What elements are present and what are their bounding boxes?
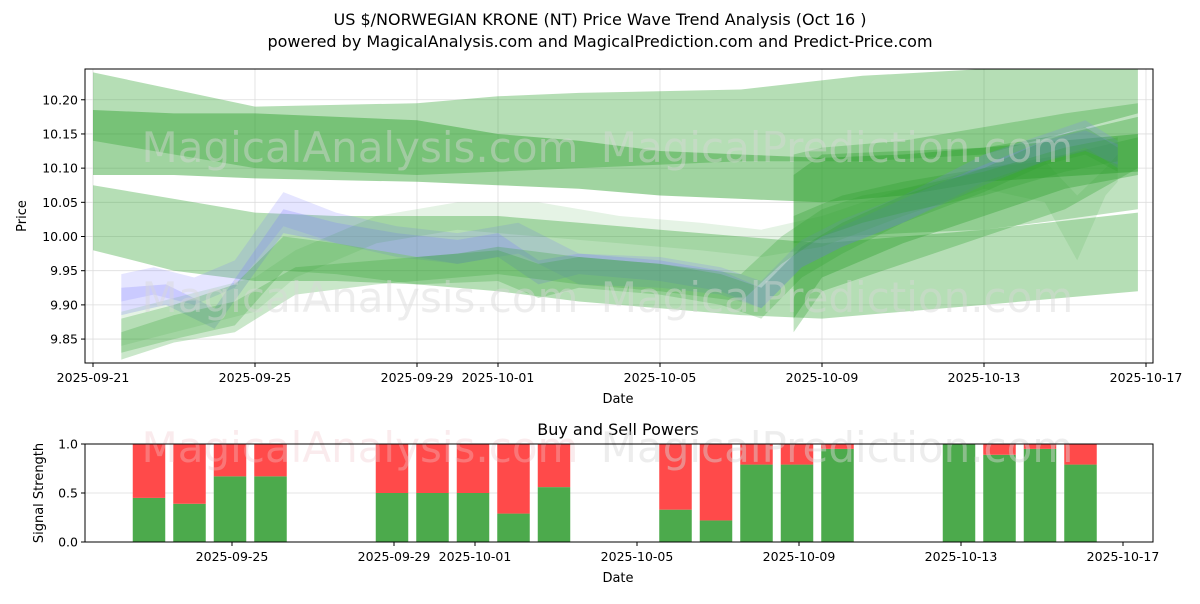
price-x-tick-label: 2025-10-09	[786, 370, 859, 385]
price-y-tick-label: 10.20	[42, 92, 78, 107]
wave-band-6	[793, 137, 1138, 244]
sell-bar	[983, 444, 1016, 455]
buy-bar	[416, 493, 449, 542]
sell-bar	[699, 444, 733, 521]
signal-y-axis-label: Signal Strength	[32, 443, 47, 543]
watermark-prediction-mid: MagicalPrediction.com	[601, 273, 1074, 322]
buy-bar	[537, 487, 571, 542]
buy-bar	[1064, 464, 1097, 542]
price-y-axis-label: Price	[15, 200, 30, 232]
signal-chart-title: Buy and Sell Powers	[537, 420, 699, 439]
wave-band-3	[93, 185, 1138, 319]
price-y-tick-label: 10.05	[42, 195, 78, 210]
buy-bar	[456, 493, 490, 542]
price-y-tick-label: 9.85	[50, 332, 78, 347]
signal-x-tick-label: 2025-10-05	[601, 549, 674, 564]
sell-bar	[821, 444, 854, 449]
buy-bar	[1023, 448, 1057, 542]
signal-y-tick-label: 0.5	[58, 486, 78, 501]
buy-bar	[780, 464, 814, 542]
price-x-tick-label: 2025-10-17	[1110, 370, 1183, 385]
signal-y-tick-label: 1.0	[58, 437, 78, 452]
sell-bar	[537, 444, 571, 488]
buy-bar	[254, 476, 287, 542]
signal-x-tick-label: 2025-10-01	[439, 549, 512, 564]
buy-bar	[659, 509, 692, 542]
buy-bar	[699, 520, 733, 542]
sell-bar	[740, 444, 773, 465]
sell-bar	[1023, 444, 1057, 449]
price-y-tick-label: 10.10	[42, 161, 78, 176]
buy-bar	[173, 503, 206, 542]
sell-bar	[213, 444, 247, 477]
sell-bar	[456, 444, 490, 493]
signal-x-tick-label: 2025-10-13	[925, 549, 998, 564]
buy-bar	[740, 464, 773, 542]
price-grid	[85, 69, 1153, 363]
signal-chart: Buy and Sell Powers MagicalAnalysis.com …	[32, 420, 1159, 586]
watermark-analysis-top: MagicalAnalysis.com	[142, 123, 579, 172]
sell-bar	[375, 444, 409, 493]
chart-subtitle: powered by MagicalAnalysis.com and Magic…	[267, 32, 932, 51]
signal-x-tick-label: 2025-10-09	[763, 549, 836, 564]
price-axes-frame	[84, 68, 1154, 364]
price-x-tick-label: 2025-09-21	[57, 370, 130, 385]
price-band-blue-1	[121, 120, 1118, 309]
sell-bar	[132, 444, 166, 498]
wave-band-4	[793, 116, 1138, 319]
price-y-tick-label: 9.95	[50, 263, 78, 278]
buy-bar	[497, 513, 530, 542]
watermark-analysis-mid: MagicalAnalysis.com	[142, 273, 579, 322]
price-x-tick-label: 2025-09-25	[219, 370, 292, 385]
price-y-tick-label: 10.00	[42, 229, 78, 244]
price-plot-area	[85, 69, 1153, 363]
price-x-tick-label: 2025-10-01	[462, 370, 535, 385]
price-y-ticks: 9.85 9.90 9.95 10.00 10.05 10.10 10.15 10.20	[42, 92, 85, 347]
price-bands	[93, 69, 1138, 360]
signal-x-tick-label: 2025-09-29	[358, 549, 431, 564]
signal-y-tick-label: 0.0	[58, 535, 78, 550]
watermark-prediction-top: MagicalPrediction.com	[601, 123, 1074, 172]
signal-x-tick-label: 2025-10-17	[1087, 549, 1160, 564]
price-x-ticks: 2025-09-21 2025-09-25 2025-09-29 2025-10-01…	[57, 363, 1183, 385]
wave-band-2	[93, 110, 1138, 203]
sell-bar	[173, 444, 206, 504]
chart-title: US $/NORWEGIAN KRONE (NT) Price Wave Tre…	[334, 10, 867, 29]
price-y-tick-label: 10.15	[42, 126, 78, 141]
signal-x-tick-label: 2025-09-25	[196, 549, 269, 564]
sell-bar	[497, 444, 530, 514]
sell-bar	[1064, 444, 1097, 465]
price-x-axis-label: Date	[602, 392, 633, 407]
buy-bar	[213, 476, 247, 542]
price-x-tick-label: 2025-10-13	[948, 370, 1021, 385]
signal-x-axis-label: Date	[602, 571, 633, 586]
price-band-light-1	[121, 154, 1118, 346]
sell-bar	[659, 444, 692, 510]
watermark-prediction-bottom: MagicalPrediction.com	[601, 423, 1074, 472]
signal-y-ticks: 0.0 0.5 1.0	[58, 437, 85, 550]
wave-band-1	[93, 69, 1138, 175]
signal-bars	[132, 444, 1097, 542]
buy-bar	[132, 497, 166, 542]
buy-bar	[375, 493, 409, 542]
buy-bar	[983, 454, 1016, 542]
buy-bar	[821, 448, 854, 542]
sell-bar	[780, 444, 814, 465]
sell-bar	[254, 444, 287, 477]
signal-x-ticks: 2025-09-25 2025-09-29 2025-10-01 2025-10-05…	[196, 542, 1160, 564]
price-y-tick-label: 9.90	[50, 297, 78, 312]
price-x-tick-label: 2025-09-29	[381, 370, 454, 385]
price-band-blue-2	[121, 130, 1118, 329]
sell-bar	[416, 444, 449, 493]
price-x-tick-label: 2025-10-05	[624, 370, 697, 385]
watermark-analysis-bottom: MagicalAnalysis.com	[142, 423, 579, 472]
wave-band-5	[793, 103, 1138, 333]
price-chart: MagicalAnalysis.com MagicalPrediction.co…	[15, 68, 1183, 407]
buy-bar	[942, 444, 976, 542]
